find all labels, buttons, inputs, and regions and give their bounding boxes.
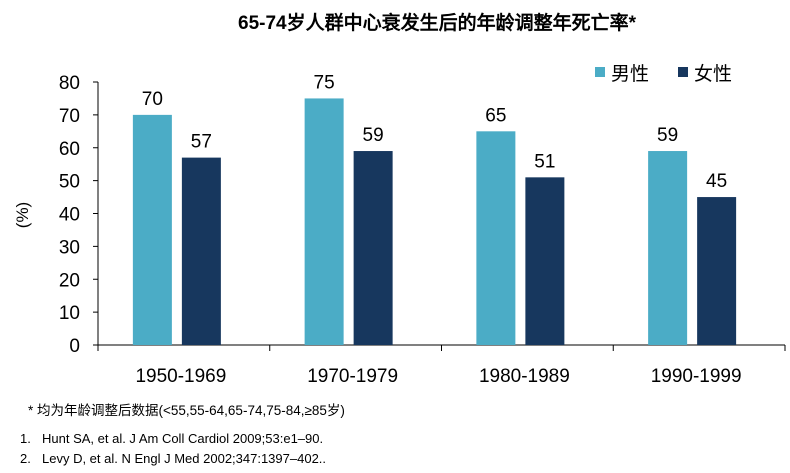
- data-label: 59: [657, 125, 678, 146]
- y-tick-label: 30: [59, 237, 80, 258]
- y-axis-label: (%): [13, 202, 32, 228]
- y-tick-label: 70: [59, 106, 80, 127]
- footnote: * 均为年龄调整后数据(<55,55-64,65-74,75-84,≥85岁): [28, 403, 345, 418]
- y-tick-label: 0: [69, 336, 80, 357]
- legend-swatch: [678, 67, 688, 77]
- data-label: 75: [314, 72, 335, 93]
- y-tick-label: 50: [59, 172, 80, 193]
- x-tick-label: 1990-1999: [651, 366, 742, 387]
- legend-label: 女性: [694, 63, 732, 85]
- data-label: 45: [706, 171, 727, 192]
- data-label: 65: [485, 105, 506, 126]
- bar-male: [304, 98, 344, 345]
- reference-2: 2. Levy D, et al. N Engl J Med 2002;347:1…: [20, 451, 326, 466]
- data-label: 51: [534, 151, 555, 172]
- y-tick-label: 20: [59, 270, 80, 291]
- bar-female: [525, 177, 565, 345]
- y-tick-label: 10: [59, 303, 80, 324]
- x-tick-label: 1950-1969: [135, 366, 226, 387]
- legend-swatch: [595, 67, 605, 77]
- bar-female: [353, 151, 393, 345]
- reference-number: 1.: [20, 431, 31, 446]
- y-tick-label: 80: [59, 73, 80, 94]
- legend-label: 男性: [611, 63, 649, 85]
- bar-female: [697, 197, 737, 345]
- reference-text: Levy D, et al. N Engl J Med 2002;347:139…: [42, 451, 327, 466]
- data-label: 70: [142, 89, 163, 110]
- bar-male: [132, 114, 172, 345]
- bar-male: [648, 151, 688, 345]
- data-label: 57: [191, 132, 212, 153]
- y-tick-label: 40: [59, 205, 80, 226]
- bar-male: [476, 131, 516, 345]
- x-tick-label: 1980-1989: [479, 366, 570, 387]
- data-label: 59: [363, 125, 384, 146]
- reference-text: Hunt SA, et al. J Am Coll Cardiol 2009;5…: [42, 431, 324, 446]
- reference-number: 2.: [20, 451, 31, 466]
- chart-title: 65-74岁人群中心衰发生后的年龄调整年死亡率*: [238, 11, 637, 34]
- y-tick-label: 60: [59, 139, 80, 160]
- x-tick-label: 1970-1979: [307, 366, 398, 387]
- reference-1: 1. Hunt SA, et al. J Am Coll Cardiol 2009…: [20, 431, 323, 446]
- bar-female: [181, 157, 221, 345]
